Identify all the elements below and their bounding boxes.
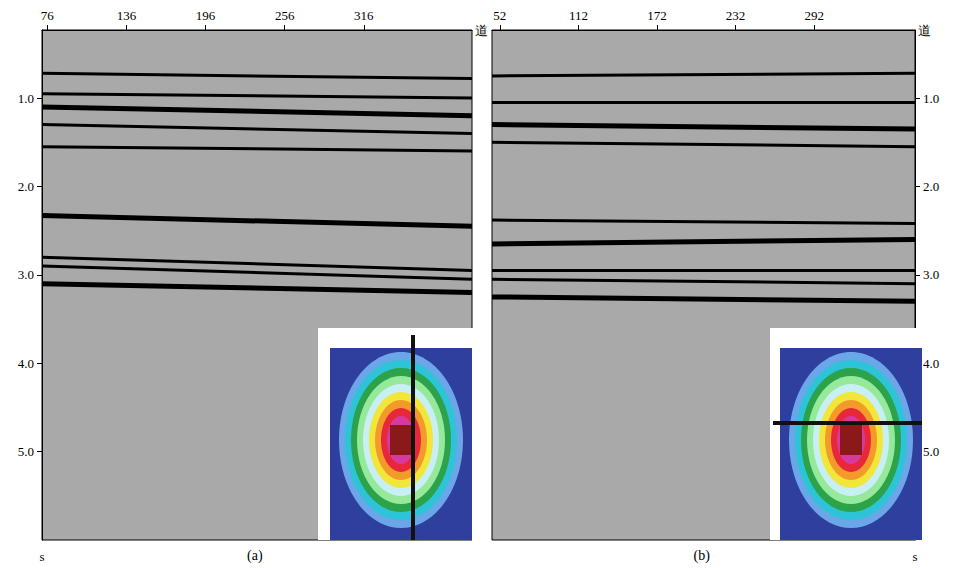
svg-text:s: s [39,549,44,564]
svg-text:292: 292 [804,8,824,23]
svg-text:3.0: 3.0 [923,267,939,282]
svg-text:(b): (b) [694,548,711,564]
svg-text:52: 52 [493,8,506,23]
svg-text:4.0: 4.0 [923,356,939,371]
svg-text:1.0: 1.0 [923,91,939,106]
svg-text:256: 256 [275,8,295,23]
svg-text:道: 道 [918,23,931,38]
svg-text:112: 112 [569,8,588,23]
svg-text:2.0: 2.0 [18,179,34,194]
svg-text:232: 232 [726,8,746,23]
svg-text:316: 316 [354,8,374,23]
svg-text:5.0: 5.0 [18,444,34,459]
svg-text:3.0: 3.0 [18,267,34,282]
svg-text:1.0: 1.0 [18,91,34,106]
svg-text:道: 道 [475,23,488,38]
svg-text:196: 196 [196,8,216,23]
svg-text:5.0: 5.0 [923,444,939,459]
svg-text:4.0: 4.0 [18,356,34,371]
svg-text:s: s [912,549,917,564]
svg-text:2.0: 2.0 [923,179,939,194]
svg-text:136: 136 [117,8,137,23]
svg-text:(a): (a) [247,548,263,564]
svg-text:172: 172 [647,8,667,23]
svg-text:76: 76 [41,8,55,23]
